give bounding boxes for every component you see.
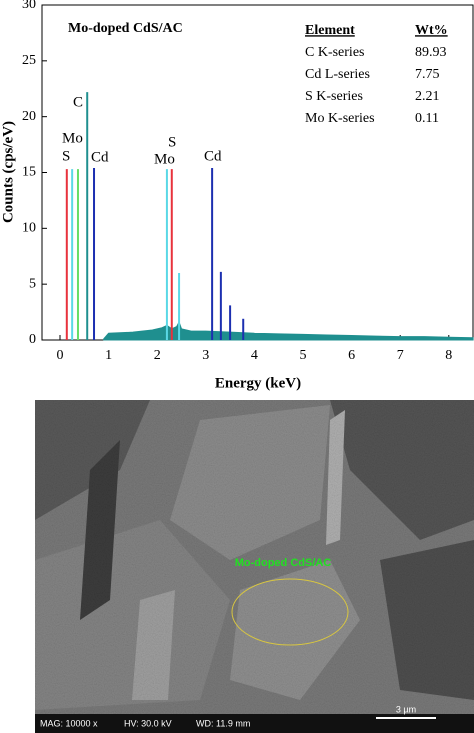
table-header: Element <box>305 23 355 38</box>
table-cell: S K-series <box>305 89 363 104</box>
annotation: Cd <box>91 149 109 165</box>
table-header: Wt% <box>415 23 448 38</box>
x-tick-label: 2 <box>154 348 161 363</box>
table-cell: 89.93 <box>415 45 447 60</box>
annotation: Cd <box>204 148 222 164</box>
annotation: Mo <box>62 130 83 146</box>
x-tick-label: 7 <box>397 348 404 363</box>
footer-text: MAG: 10000 x <box>40 718 98 728</box>
y-tick-label: 15 <box>22 165 36 180</box>
footer-text: WD: 11.9 mm <box>196 718 250 728</box>
table-cell: 2.21 <box>415 89 440 104</box>
table-cell: 7.75 <box>415 67 440 82</box>
sem-footer <box>35 714 474 733</box>
y-tick-label: 25 <box>22 53 36 68</box>
scale-label: 3 µm <box>396 704 416 714</box>
table-cell: Mo K-series <box>305 111 375 126</box>
x-tick-label: 6 <box>348 348 355 363</box>
y-tick-label: 10 <box>22 221 36 236</box>
x-tick-label: 0 <box>57 348 64 363</box>
sem-texture <box>35 400 474 733</box>
y-tick-label: 5 <box>29 276 36 291</box>
highlight-ellipse <box>231 578 349 646</box>
sem-image: Mo-doped CdS/AC MAG: 10000 x HV: 30.0 kV… <box>35 400 474 733</box>
y-tick-label: 30 <box>22 0 36 12</box>
chart-title: Mo-doped CdS/AC <box>68 21 183 36</box>
x-tick-label: 4 <box>251 348 258 363</box>
y-tick-label: 0 <box>29 332 36 347</box>
annotation: S <box>62 148 70 164</box>
annotation: S <box>168 134 176 150</box>
x-tick-label: 1 <box>105 348 112 363</box>
spectrum-chart: Mo-doped CdS/AC Energy (keV) Counts (cps… <box>0 0 474 391</box>
spectrum-area <box>103 320 474 341</box>
table-cell: 0.11 <box>415 111 439 126</box>
image-label: Mo-doped CdS/AC <box>235 557 332 569</box>
table-cell: Cd L-series <box>305 67 370 82</box>
x-tick-label: 5 <box>300 348 307 363</box>
footer-text: HV: 30.0 kV <box>124 718 172 728</box>
table-cell: C K-series <box>305 45 365 60</box>
y-axis-label: Counts (cps/eV) <box>0 121 16 223</box>
y-tick-label: 20 <box>22 109 36 124</box>
x-tick-label: 3 <box>202 348 209 363</box>
x-axis-label: Energy (keV) <box>215 375 301 391</box>
annotation: Mo <box>154 151 175 167</box>
plot-frame <box>41 4 474 341</box>
composition-table: Element Wt% C K-series 89.93 Cd L-series 7.… <box>305 23 448 126</box>
annotation: C <box>73 94 83 110</box>
x-tick-label: 8 <box>445 348 452 363</box>
